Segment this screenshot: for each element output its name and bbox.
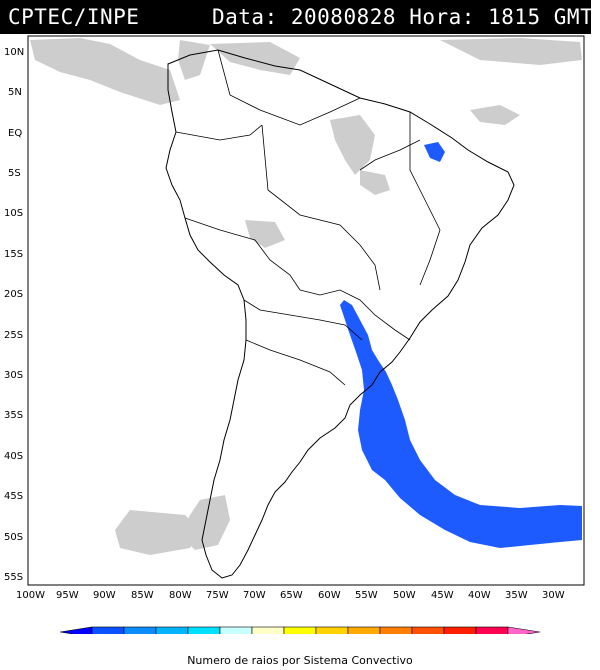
lat-label: 15S <box>4 249 23 260</box>
lon-label: 80W <box>169 590 192 601</box>
legend-caption: Numero de raios por Sistema Convectivo <box>187 654 413 667</box>
lat-label: 5S <box>8 168 21 179</box>
latitude-axis: 10N 5N EQ 5S 10S 15S 20S 25S 30S 35S 40S… <box>4 47 24 583</box>
legend-swatch <box>283 626 317 634</box>
lon-label: 40W <box>468 590 491 601</box>
color-legend: 11015202530354050100150200250350 <box>59 626 541 634</box>
country-borders <box>175 49 441 386</box>
lat-label: 10S <box>4 208 23 219</box>
lon-label: 70W <box>243 590 266 601</box>
legend-swatch <box>443 626 477 634</box>
lat-label: 45S <box>4 491 23 502</box>
legend-swatch <box>219 626 253 634</box>
legend-swatch <box>507 626 541 634</box>
legend-swatch <box>251 626 285 634</box>
legend-swatch <box>91 626 125 634</box>
map-frame <box>27 35 585 586</box>
lon-label: 90W <box>93 590 116 601</box>
lon-label: 100W <box>16 590 45 601</box>
lon-label: 55W <box>355 590 378 601</box>
lightning-layer <box>340 142 582 548</box>
date-prefix: Data: <box>212 5 278 29</box>
legend-swatch <box>347 626 381 634</box>
lon-label: 75W <box>206 590 229 601</box>
lat-label: 50S <box>4 532 23 543</box>
legend-swatch <box>475 626 509 634</box>
lat-label: 30S <box>4 370 23 381</box>
lat-label: 55S <box>4 572 23 583</box>
legend-swatch <box>59 626 93 634</box>
source-label: CPTEC/INPE <box>8 5 140 29</box>
hour-prefix: Hora: <box>409 5 475 29</box>
legend-swatch <box>155 626 189 634</box>
lat-label: 20S <box>4 289 23 300</box>
lon-label: 30W <box>542 590 565 601</box>
lon-label: 35W <box>505 590 528 601</box>
lon-label: 85W <box>131 590 154 601</box>
satellite-map: 10N 5N EQ 5S 10S 15S 20S 25S 30S 35S 40S… <box>4 35 585 634</box>
lat-label: EQ <box>8 128 22 139</box>
legend-swatch <box>315 626 349 634</box>
longitude-axis: 100W 95W 90W 85W 80W 75W 70W 65W 60W 55W… <box>16 590 565 601</box>
hour-value: 1815 GMT <box>488 5 594 29</box>
legend-swatch <box>187 626 221 634</box>
lon-label: 45W <box>431 590 454 601</box>
date-value: 20080828 <box>290 5 397 29</box>
legend-swatch <box>123 626 157 634</box>
lon-label: 50W <box>393 590 416 601</box>
title-bar: CPTEC/INPE Data: 20080828 Hora: 1815 GMT <box>0 0 593 34</box>
legend-swatch <box>379 626 413 634</box>
lon-label: 65W <box>280 590 303 601</box>
lon-label: 60W <box>318 590 341 601</box>
date-hour-label: Data: 20080828 Hora: 1815 GMT <box>212 5 593 29</box>
lat-label: 5N <box>8 87 22 98</box>
lat-label: 40S <box>4 451 23 462</box>
lat-label: 10N <box>4 47 24 58</box>
lat-label: 25S <box>4 330 23 341</box>
lat-label: 35S <box>4 410 23 421</box>
lon-label: 95W <box>56 590 79 601</box>
continent-outline <box>165 49 515 579</box>
legend-swatch <box>411 626 445 634</box>
